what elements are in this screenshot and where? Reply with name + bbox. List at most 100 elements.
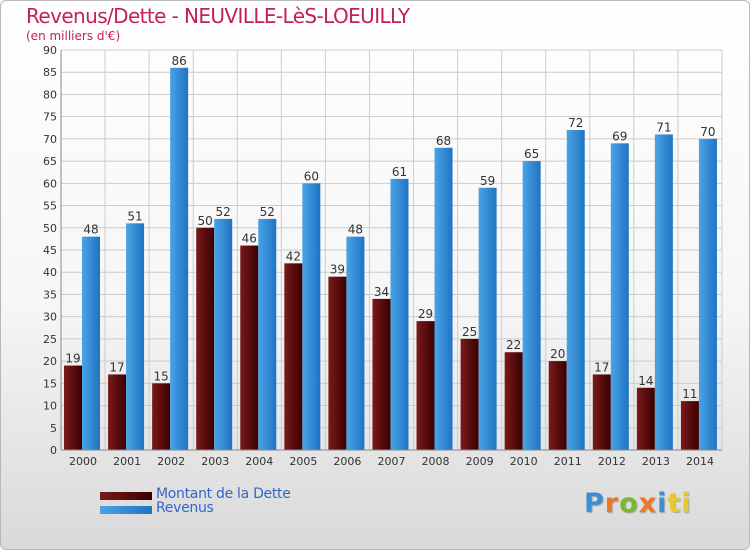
data-label-dette: 20 [550, 347, 565, 361]
y-tick-label: 5 [50, 422, 57, 435]
y-tick-label: 85 [43, 66, 57, 79]
legend-label-revenus: Revenus [156, 500, 214, 516]
data-label-dette: 50 [198, 214, 213, 228]
logo-letter: r [604, 488, 620, 519]
data-label-revenus: 60 [304, 169, 319, 183]
y-tick-label: 75 [43, 111, 57, 124]
bar-dette [152, 383, 171, 450]
x-tick-label: 2003 [201, 455, 229, 468]
x-tick-label: 2008 [422, 455, 450, 468]
x-tick-label: 2007 [378, 455, 406, 468]
y-tick-label: 10 [43, 400, 57, 413]
y-tick-label: 40 [43, 266, 57, 279]
x-tick-label: 2001 [113, 455, 141, 468]
bar-dette [636, 387, 655, 450]
logo-letter: o [619, 488, 639, 519]
bar-dette [108, 374, 127, 450]
bar-dette [240, 245, 259, 450]
x-tick-label: 2004 [245, 455, 273, 468]
y-tick-label: 50 [43, 222, 57, 235]
x-tick-label: 2014 [686, 455, 714, 468]
data-label-dette: 25 [462, 325, 477, 339]
x-tick-label: 2005 [289, 455, 317, 468]
y-tick-label: 60 [43, 177, 57, 190]
bar-dette [416, 321, 435, 450]
y-tick-label: 90 [43, 44, 57, 57]
bar-dette [328, 276, 347, 450]
x-tick-label: 2002 [157, 455, 185, 468]
x-tick-label: 2006 [333, 455, 361, 468]
bar-dette [592, 374, 611, 450]
x-tick-label: 2009 [466, 455, 494, 468]
data-label-dette: 39 [330, 263, 345, 277]
bar-revenus [566, 130, 585, 450]
data-label-dette: 11 [682, 387, 697, 401]
logo-letter: ti [667, 488, 692, 519]
data-label-revenus: 52 [216, 205, 231, 219]
data-label-revenus: 72 [568, 116, 583, 130]
data-label-revenus: 69 [612, 129, 627, 143]
legend-swatch-dette [100, 492, 152, 500]
logo-letter: x [638, 488, 658, 519]
bar-dette [284, 263, 303, 450]
bar-dette [460, 338, 479, 450]
data-label-revenus: 61 [392, 165, 407, 179]
data-label-revenus: 65 [524, 147, 539, 161]
data-label-revenus: 86 [171, 54, 186, 68]
data-label-revenus: 51 [127, 209, 142, 223]
x-tick-label: 2010 [510, 455, 538, 468]
bar-revenus [654, 134, 673, 450]
bar-revenus [478, 187, 497, 450]
bar-dette [372, 298, 391, 450]
bar-dette [504, 352, 523, 450]
data-label-dette: 17 [109, 360, 124, 374]
logo-letter: i [657, 488, 668, 519]
axis-layer: 0 5 10 15 20 25 30 35 40 45 50 55 60 65 70 75 80 85 90 2000… [43, 44, 722, 468]
data-label-dette: 46 [242, 232, 257, 246]
bar-dette [196, 227, 215, 450]
data-label-revenus: 71 [656, 120, 671, 134]
data-label-revenus: 59 [480, 174, 495, 188]
data-label-dette: 14 [638, 374, 653, 388]
data-label-dette: 15 [153, 369, 168, 383]
x-tick-label: 2000 [69, 455, 97, 468]
bar-revenus [82, 236, 100, 450]
logo-letter: P [584, 488, 605, 519]
data-label-dette: 29 [418, 307, 433, 321]
data-label-dette: 34 [374, 285, 389, 299]
bar-revenus [610, 143, 629, 451]
data-label-dette: 22 [506, 338, 521, 352]
data-label-dette: 17 [594, 360, 609, 374]
y-tick-label: 0 [50, 444, 57, 457]
bar-revenus [698, 138, 717, 450]
data-label-dette: 19 [65, 352, 80, 366]
chart-subtitle: (en milliers d'€) [26, 29, 121, 43]
bar-revenus [346, 236, 365, 450]
bar-revenus [214, 218, 233, 450]
bar-revenus [170, 67, 189, 451]
y-tick-label: 30 [43, 311, 57, 324]
bar-revenus [522, 161, 541, 450]
labels-layer: 1948175115865052465242603948346129682559… [65, 54, 715, 401]
chart-title: Revenus/Dette - NEUVILLE-LèS-LOEUILLY [26, 4, 410, 28]
data-label-revenus: 48 [83, 223, 98, 237]
bar-dette [680, 401, 699, 450]
y-tick-label: 80 [43, 88, 57, 101]
y-tick-label: 25 [43, 333, 57, 346]
bar-revenus [302, 183, 321, 451]
legend-label-dette: Montant de la Dette [156, 486, 291, 502]
bar-dette [64, 365, 82, 450]
bar-revenus [390, 178, 409, 450]
x-tick-label: 2013 [642, 455, 670, 468]
y-tick-label: 20 [43, 355, 57, 368]
y-tick-label: 45 [43, 244, 57, 257]
y-tick-label: 15 [43, 377, 57, 390]
x-tick-label: 2011 [554, 455, 582, 468]
data-label-revenus: 52 [260, 205, 275, 219]
bar-revenus [434, 147, 453, 450]
bar-revenus [258, 218, 277, 450]
bar-revenus [126, 223, 145, 450]
legend-swatch-revenus [100, 506, 152, 514]
y-tick-label: 65 [43, 155, 57, 168]
